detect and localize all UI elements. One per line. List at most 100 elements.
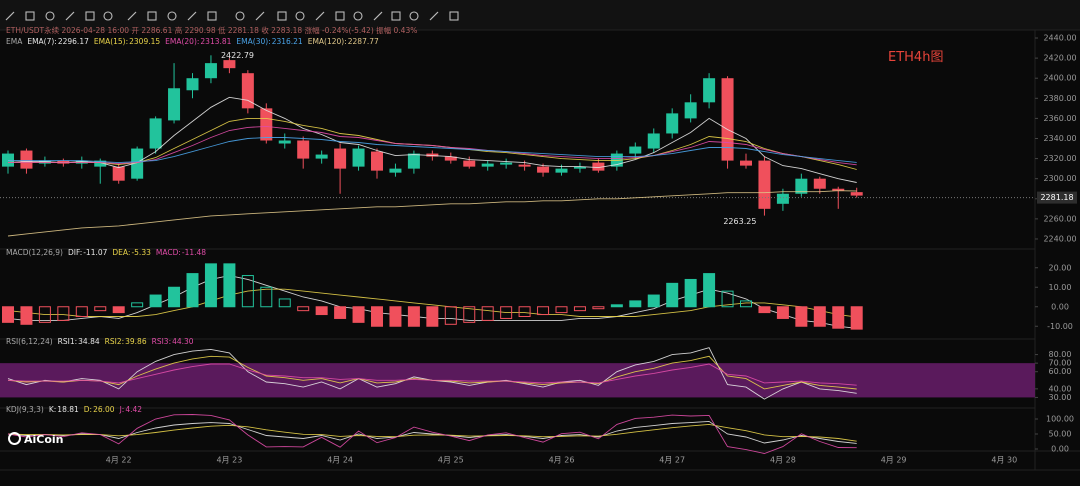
icon-stroke: [315, 11, 325, 21]
candle-body: [2, 153, 14, 167]
toolbar-icon[interactable]: [85, 11, 95, 21]
toolbar-icon[interactable]: [207, 11, 217, 21]
legend-text: 34.84: [78, 337, 100, 346]
candle-body: [204, 63, 217, 79]
macd-bar: [518, 306, 531, 317]
macd-bar: [334, 306, 347, 319]
toolbar-icon[interactable]: [255, 11, 265, 21]
toolbar-icon[interactable]: [167, 11, 177, 21]
candle-body: [463, 160, 476, 167]
y-tick-label: 10.00: [1049, 283, 1072, 292]
legend-text: RSI3:: [151, 337, 172, 346]
icon-stroke: [103, 11, 113, 21]
indicator-line: [7, 96, 857, 183]
legend-text: RSI2:: [104, 337, 125, 346]
toolbar-icon[interactable]: [103, 11, 113, 21]
macd-bar: [703, 273, 716, 308]
candle-body: [260, 108, 273, 141]
watermark-text: AiCoin: [24, 433, 64, 446]
candle-body: [112, 166, 125, 181]
toolbar-icon[interactable]: [127, 11, 137, 21]
toolbar-icon[interactable]: [5, 11, 15, 21]
macd-bar: [2, 306, 14, 323]
toolbar-icon[interactable]: [235, 11, 245, 21]
toolbar-icon[interactable]: [45, 11, 55, 21]
macd-bar: [555, 306, 568, 314]
toolbar-icon[interactable]: [391, 11, 401, 21]
candle-body: [94, 160, 107, 167]
macd-bar: [94, 306, 107, 312]
legend-text: 2316.21: [271, 37, 303, 46]
macd-bar: [610, 304, 623, 308]
icon-stroke: [391, 11, 401, 21]
legend-text: 4.42: [125, 405, 143, 414]
toolbar-icon[interactable]: [25, 11, 35, 21]
candle-body: [573, 166, 586, 169]
macd-bar: [740, 300, 752, 308]
x-tick-label: 4月 22: [106, 456, 132, 465]
y-tick-label: 70.00: [1049, 359, 1072, 368]
toolbar-icon[interactable]: [409, 11, 419, 21]
chart-title: ETH4h图: [888, 50, 944, 65]
toolbar-icon[interactable]: [277, 11, 287, 21]
toolbar-icon[interactable]: [353, 11, 363, 21]
toolbar-icon[interactable]: [373, 11, 383, 21]
icon-stroke: [235, 11, 245, 21]
icon-stroke: [65, 11, 75, 21]
indicator-line: [7, 363, 857, 386]
icon-stroke: [373, 11, 383, 21]
x-tick-label: 4月 28: [770, 456, 796, 465]
x-tick-label: 4月 23: [216, 456, 242, 465]
toolbar-icon[interactable]: [429, 11, 439, 21]
toolbar-icon[interactable]: [295, 11, 305, 21]
legend-text: EMA(7):: [27, 37, 57, 46]
toolbar-icon[interactable]: [147, 11, 157, 21]
candle-body: [832, 188, 845, 191]
y-tick-label: -10.00: [1047, 322, 1073, 331]
macd-bar: [537, 306, 550, 316]
indicator-line: [7, 190, 857, 237]
macd-bar: [352, 306, 365, 323]
macd-bar: [315, 306, 328, 316]
macd-bar: [112, 306, 125, 314]
toolbar-icon[interactable]: [65, 11, 75, 21]
candle-body: [407, 153, 420, 169]
legend-text: 2309.15: [129, 37, 161, 46]
toolbar-icon[interactable]: [335, 11, 345, 21]
legend-text: EMA(20):: [165, 37, 200, 46]
macd-bar: [149, 294, 162, 308]
candle-body: [758, 160, 771, 209]
rsi-band: [0, 363, 1035, 398]
y-tick-label: 2420.00: [1043, 54, 1076, 63]
candle-body: [57, 160, 70, 164]
candle-body: [352, 148, 365, 167]
candle-body: [537, 166, 550, 173]
legend-text: D:: [83, 405, 93, 414]
toolbar: [0, 0, 1080, 30]
candle-body: [813, 178, 826, 189]
macd-bar: [168, 286, 181, 308]
macd-bar: [776, 306, 789, 319]
x-tick-label: 4月 24: [327, 456, 353, 465]
last-price-box: [1037, 191, 1077, 204]
icon-stroke: [25, 11, 35, 21]
macd-bar: [38, 306, 51, 323]
toolbar-icon[interactable]: [315, 11, 325, 21]
toolbar-icon[interactable]: [187, 11, 197, 21]
macd-bar: [832, 306, 845, 329]
candle-body: [426, 153, 439, 157]
y-tick-label: 2440.00: [1043, 34, 1076, 43]
legend-text: RSI1:: [57, 337, 78, 346]
x-tick-label: 4月 26: [549, 456, 575, 465]
y-tick-label: 0.00: [1051, 445, 1069, 454]
macd-bar: [684, 278, 697, 308]
legend-text: 2287.77: [347, 37, 379, 46]
macd-bar: [444, 306, 457, 325]
icon-stroke: [429, 11, 439, 21]
candle-body: [795, 178, 808, 194]
y-tick-label: 2260.00: [1043, 214, 1076, 223]
candle-body: [278, 140, 291, 144]
candle-body: [168, 88, 181, 121]
toolbar-icon[interactable]: [449, 11, 459, 21]
